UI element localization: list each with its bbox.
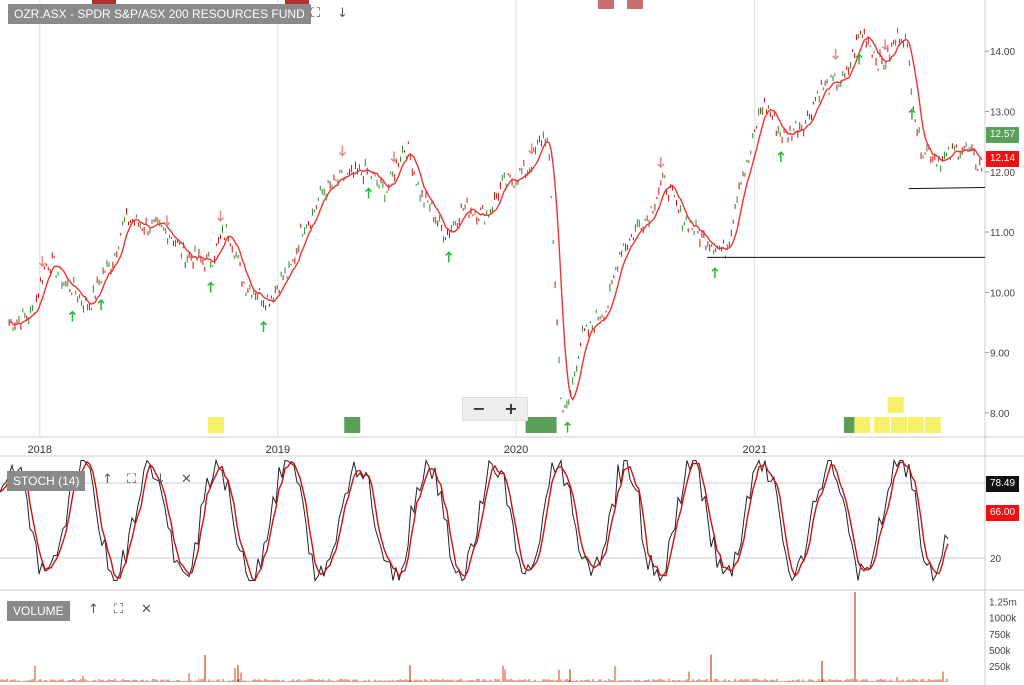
arrow-down-icon[interactable]: ↓ — [337, 6, 348, 21]
ma-last-badge: 12.14 — [986, 151, 1020, 167]
event-marker — [890, 417, 907, 433]
top-marker — [285, 0, 309, 6]
event-marker — [924, 417, 941, 433]
event-marker — [887, 397, 904, 413]
volume-panel-label: VOLUME — [7, 601, 70, 621]
volume-y-tick: 750k — [989, 630, 1012, 641]
x-tick-2021: 2021 — [742, 444, 766, 456]
up-arrow-icon — [445, 251, 453, 263]
stoch-expand-icon[interactable]: ⛶ — [127, 472, 137, 487]
up-arrow-icon — [68, 310, 76, 322]
y-tick-label: 8.00 — [990, 409, 1010, 420]
event-marker — [873, 417, 890, 433]
top-marker — [92, 0, 116, 6]
up-arrow-icon — [365, 187, 373, 199]
support-line-2 — [908, 186, 986, 190]
y-tick-label: 13.00 — [990, 108, 1015, 119]
x-tick-2018: 2018 — [28, 444, 52, 456]
stoch-arrow-down-icon[interactable]: ↓ — [155, 472, 166, 487]
volume-arrow-up-icon[interactable]: ↑ — [88, 602, 99, 617]
top-marker — [627, 0, 643, 9]
stoch-close-icon[interactable]: ✕ — [181, 472, 192, 487]
up-arrow-icon — [260, 320, 268, 332]
up-arrow-icon — [97, 299, 105, 311]
down-arrow-icon — [390, 151, 398, 163]
up-arrow-icon — [563, 421, 572, 433]
event-marker — [525, 417, 542, 433]
x-tick-2019: 2019 — [266, 444, 290, 456]
event-marker — [907, 417, 924, 433]
stoch-arrow-up-icon[interactable]: ↑ — [102, 472, 113, 487]
up-arrow-icon — [207, 281, 215, 293]
event-marker — [207, 417, 224, 433]
stoch-d-line — [0, 460, 949, 582]
stoch-d-badge: 66.00 — [986, 505, 1020, 521]
down-arrow-icon — [338, 145, 346, 157]
zoom-out-button[interactable]: − — [472, 399, 486, 418]
top-marker — [598, 0, 614, 9]
volume-close-icon[interactable]: ✕ — [141, 602, 152, 617]
y-tick-label: 12.00 — [990, 168, 1015, 179]
down-arrow-icon — [881, 39, 889, 51]
volume-bars — [0, 665, 948, 682]
moving-average-line — [8, 36, 983, 401]
volume-expand-icon[interactable]: ⛶ — [114, 602, 124, 617]
up-arrow-icon — [855, 53, 863, 65]
event-marker — [540, 417, 557, 433]
down-arrow-icon — [528, 143, 536, 155]
y-tick-label: 11.00 — [990, 228, 1015, 239]
up-arrow-icon — [711, 267, 719, 279]
event-marker — [344, 417, 361, 433]
y-tick-label: 14.00 — [990, 47, 1015, 58]
last-price-badge: 12.57 — [986, 127, 1020, 143]
main-panel-label: OZR.ASX - SPDR S&P/ASX 200 RESOURCES FUN… — [8, 4, 311, 24]
down-arrow-icon — [832, 48, 840, 60]
down-arrow-icon — [216, 210, 225, 222]
down-arrow-icon — [163, 215, 171, 227]
event-marker — [854, 417, 871, 433]
down-arrow-icon — [38, 256, 46, 268]
volume-y-tick: 1000k — [989, 614, 1017, 625]
price-bars — [8, 27, 983, 413]
zoom-in-button[interactable]: + — [504, 399, 518, 418]
stoch-k-badge: 78.49 — [986, 476, 1020, 492]
stoch-y-tick: 20 — [990, 554, 1002, 565]
up-arrow-icon — [777, 151, 785, 163]
volume-y-tick: 500k — [989, 646, 1012, 657]
y-tick-label: 10.00 — [990, 288, 1015, 299]
zoom-control: − + — [462, 397, 528, 421]
stoch-panel-label: STOCH (14) — [7, 471, 86, 491]
stoch-k-line — [0, 458, 949, 582]
expand-icon[interactable]: ⛶ — [311, 6, 321, 21]
x-tick-2020: 2020 — [504, 444, 528, 456]
volume-y-tick: 1.25m — [989, 598, 1017, 609]
volume-y-tick: 250k — [989, 662, 1012, 673]
y-tick-label: 9.00 — [990, 349, 1010, 360]
down-arrow-icon — [657, 157, 665, 169]
up-arrow-icon — [908, 108, 916, 120]
